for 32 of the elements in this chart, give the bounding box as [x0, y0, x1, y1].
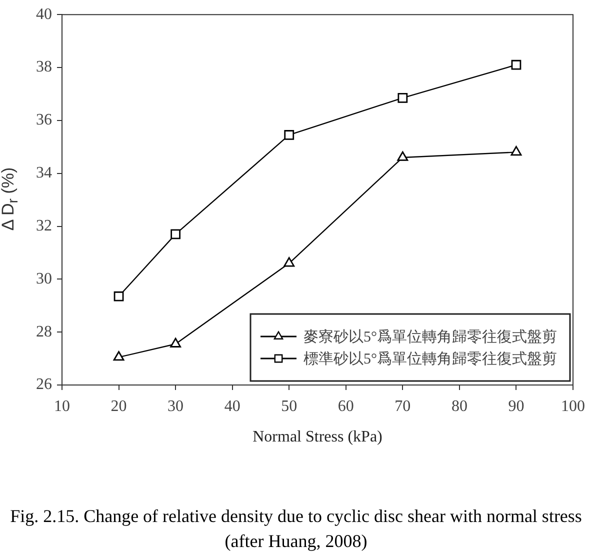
point	[113, 351, 124, 361]
point	[397, 151, 408, 161]
x-axis-title: Normal Stress (kPa)	[252, 428, 382, 446]
y-tick-label: 40	[36, 6, 52, 23]
legend-label: 麥寮砂以5°爲單位轉角歸零往復式盤剪	[304, 328, 557, 346]
y-tick-label: 26	[36, 376, 52, 394]
x-tick-label: 70	[394, 398, 411, 415]
point	[398, 93, 408, 103]
point	[510, 146, 522, 156]
y-tick-label: 36	[36, 112, 52, 129]
y-tick-label: 28	[36, 323, 52, 340]
point	[170, 338, 182, 348]
x-tick-label: 30	[168, 398, 184, 415]
y-tick-label: 38	[36, 58, 52, 76]
point	[114, 291, 124, 302]
legend-label: 標準砂以5°爲單位轉角歸零往復式盤剪	[304, 350, 557, 368]
x-tick-label: 60	[338, 398, 354, 415]
point	[284, 130, 294, 140]
x-tick-label: 100	[561, 398, 585, 415]
x-tick-label: 80	[451, 398, 468, 415]
point	[284, 257, 295, 267]
x-tick-label: 10	[54, 398, 70, 415]
x-tick-label: 20	[110, 398, 127, 415]
point	[170, 229, 180, 240]
y-tick-label: 34	[36, 164, 52, 182]
point	[511, 60, 522, 70]
caption: Fig. 2.15. Change of relative density due to cyclic disc shear with normal stress (after Huang, 2008)	[9, 505, 583, 553]
x-tick-label: 50	[281, 398, 298, 415]
y-tick-label: 30	[36, 270, 52, 288]
x-tick-label: 90	[508, 398, 524, 415]
x-tick-label: 40	[224, 398, 240, 415]
y-tick-label: 32	[36, 217, 52, 234]
